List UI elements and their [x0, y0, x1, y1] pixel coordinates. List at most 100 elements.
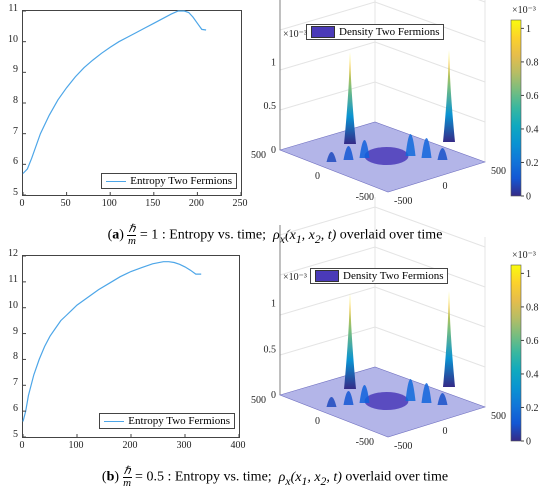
density-legend-a: Density Two Fermions	[306, 24, 445, 40]
y-tick-label: 12	[8, 248, 18, 259]
legend-label: Density Two Fermions	[339, 26, 440, 38]
y-tick-label: 9	[13, 325, 18, 337]
density-small-peak	[405, 134, 416, 156]
caption-end: overlaid over time	[345, 469, 449, 485]
series-line	[22, 10, 207, 174]
y-tick-label: 5	[13, 429, 18, 440]
legend-label: Density Two Fermions	[343, 270, 444, 282]
y-tick-label: 11	[8, 3, 18, 14]
y-tick-label: -500	[394, 441, 412, 452]
y-tick-label: 500	[491, 411, 506, 422]
x-tick-label: 250	[232, 198, 248, 209]
caption-math: ρx(x1, x2, t)	[278, 469, 342, 488]
x-tick-label: 100	[68, 440, 84, 451]
caption-label: a	[112, 227, 120, 243]
colorbar-tick-label: 0.4	[526, 124, 539, 135]
x-tick-label: -500	[356, 192, 374, 203]
y-tick-label: 7	[13, 125, 18, 137]
density-small-peak	[343, 391, 354, 405]
entropy-legend-a: Entropy Two Fermions	[101, 173, 237, 189]
density-peak	[443, 50, 455, 142]
y-tick-label: 500	[491, 166, 506, 177]
density-small-peak	[421, 138, 432, 158]
colorbar-tick-label: 0	[526, 192, 531, 203]
x-tick-label: 300	[176, 440, 192, 451]
density-surface-a: 0 0.5 1 500 0 -500 -500 0 500	[251, 0, 506, 207]
colorbar-tick-label: 0.4	[526, 369, 539, 380]
caption-text: : Entropy vs. time;	[167, 469, 272, 485]
z-tick-label: 0.5	[264, 101, 277, 112]
density-small-peak	[326, 152, 337, 162]
z-tick-label: 1	[271, 57, 276, 68]
x-tick-label: 0	[19, 440, 25, 451]
density-legend-b: Density Two Fermions	[310, 268, 449, 284]
y-tick-label: 11	[8, 273, 18, 285]
y-tick-label: 0	[443, 181, 448, 192]
y-tick-label: 5	[13, 187, 18, 198]
caption-math: ρx(x1, x2, t)	[273, 227, 337, 246]
colorbar-tick-label: 1	[526, 269, 531, 280]
legend-swatch	[315, 270, 339, 282]
legend-label: Entropy Two Fermions	[128, 415, 230, 427]
density-peak	[344, 52, 356, 144]
density-small-peak	[437, 148, 448, 160]
x-tick-label: 500	[251, 395, 266, 406]
z-tick-label: 0	[271, 145, 276, 156]
colorbar-exponent-a: ×10⁻³	[512, 5, 536, 16]
z-exponent-b: ×10⁻³	[283, 272, 307, 283]
density-small-peak	[326, 397, 337, 407]
x-tick-label: 0	[315, 416, 320, 427]
colorbar-tick-label: 0.6	[526, 336, 539, 347]
caption-label: b	[106, 469, 115, 485]
colorbar-exponent-b: ×10⁻³	[512, 250, 536, 261]
x-tick-label: 400	[230, 440, 246, 451]
colorbar-b: 0 0.2 0.4 0.6 0.8 1	[510, 264, 539, 448]
y-tick-label: -500	[394, 196, 412, 207]
z-tick-label: 0	[271, 390, 276, 401]
colorbar-tick-label: 0.2	[526, 403, 539, 414]
colorbar-gradient	[510, 19, 522, 197]
legend-swatch	[311, 26, 335, 38]
x-tick-label: 150	[145, 198, 161, 209]
colorbar-a: 0 0.2 0.4 0.6 0.8 1	[510, 19, 539, 203]
density-small-peak	[421, 383, 432, 403]
series-line	[22, 261, 202, 422]
entropy-line-svg-b	[22, 255, 240, 438]
legend-line-marker	[106, 180, 127, 182]
caption-text: : Entropy vs. time;	[161, 227, 267, 243]
density-small-peak	[359, 140, 370, 158]
colorbar-tick-label: 0.8	[526, 302, 539, 313]
caption-value: = 1	[139, 227, 159, 243]
density-small-peak	[405, 379, 416, 401]
x-tick-label: -500	[356, 437, 374, 448]
entropy-legend-b: Entropy Two Fermions	[99, 413, 235, 429]
y-tick-label: 0	[443, 426, 448, 437]
y-tick-label: 6	[13, 156, 18, 168]
y-tick-label: 10	[8, 33, 18, 45]
z-exponent-a: ×10⁻³	[283, 29, 307, 40]
y-tick-label: 10	[8, 299, 18, 311]
entropy-line-svg-a	[22, 10, 242, 196]
legend-label: Entropy Two Fermions	[130, 175, 232, 187]
x-tick-label: 100	[101, 198, 117, 209]
x-tick-label: 0	[19, 198, 25, 209]
y-tick-label: 6	[13, 403, 18, 415]
colorbar-tick-label: 0	[526, 437, 531, 448]
y-tick-label: 8	[13, 351, 18, 363]
y-tick-label: 9	[13, 64, 18, 76]
caption-value: = 0.5	[135, 469, 164, 485]
legend-line-marker	[104, 420, 125, 422]
colorbar-tick-label: 0.2	[526, 158, 539, 169]
colorbar-tick-label: 1	[526, 24, 531, 35]
x-tick-label: 500	[251, 150, 266, 161]
x-tick-label: 200	[188, 198, 204, 209]
x-tick-label: 200	[122, 440, 138, 451]
density-center-blob	[364, 147, 409, 165]
entropy-plot-b: Entropy Two Fermions	[22, 255, 240, 438]
density-peak	[443, 291, 455, 387]
z-tick-label: 0.5	[264, 344, 277, 355]
